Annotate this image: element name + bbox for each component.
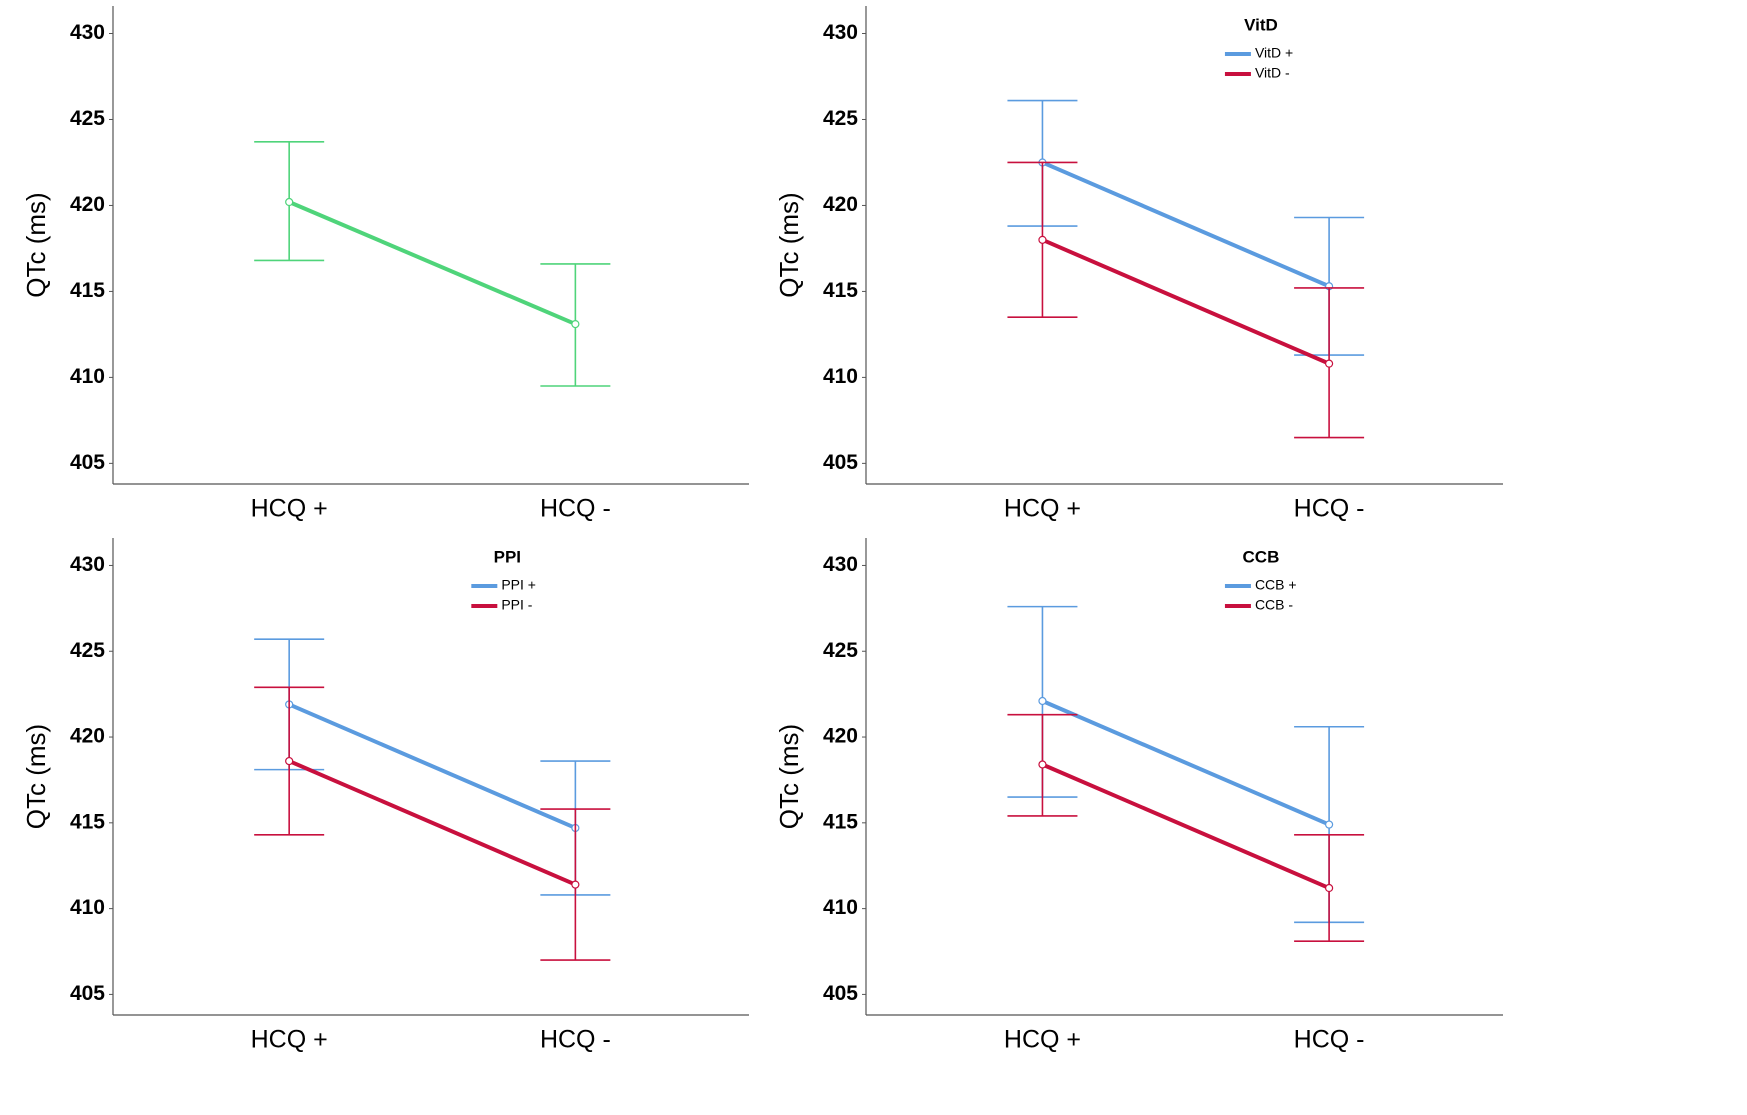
panel: 405 410 415 420 425 430 HCQ + HCQ - QTc (ms) PPI P… [21,538,749,1054]
series-line [1041,762,1330,890]
y-tick-label: 415 [70,279,105,302]
point [1038,235,1047,244]
x-tick-label: HCQ - [1294,1026,1365,1054]
series-line [1041,699,1330,827]
y-tick-label: 430 [823,21,858,44]
point [1324,883,1334,893]
y-tick-label: 405 [70,982,105,1005]
x-tick-label: HCQ + [1004,1026,1081,1054]
x-tick-label: HCQ + [251,1026,328,1054]
y-axis-label: QTc (ms) [21,192,51,297]
y-tick-label: 410 [70,896,105,919]
legend-title: PPI [494,547,521,566]
y-tick-label: 420 [823,193,858,216]
point [1324,820,1334,829]
panel: 405 410 415 420 425 430 HCQ + HCQ - QTc (ms) VitD… [774,6,1503,523]
y-tick-label: 425 [823,107,858,130]
point [1324,359,1334,368]
y-tick-label: 410 [823,365,858,388]
series-line [288,759,577,887]
y-tick-label: 430 [70,21,105,44]
panel: 405 410 415 420 425 430 HCQ + HCQ - QTc (ms) [21,6,749,523]
x-tick-label: HCQ + [251,495,328,523]
y-tick-label: 420 [70,193,105,216]
x-tick-label: HCQ - [540,495,611,523]
y-axis-label: QTc (ms) [21,724,51,829]
legend-entry: PPI + [501,577,536,593]
y-tick-label: 430 [70,553,105,576]
y-tick-label: 405 [823,982,858,1005]
legend-entry: VitD - [1255,65,1290,81]
legend-entry: PPI - [501,597,532,613]
y-axis-label: QTc (ms) [774,192,804,297]
y-tick-label: 425 [70,107,105,130]
point [1038,760,1047,769]
point [1038,696,1047,706]
x-tick-label: HCQ + [1004,495,1081,523]
legend-entry: VitD + [1255,45,1293,61]
point [571,880,580,889]
y-axis-label: QTc (ms) [774,724,804,829]
series-line [1041,160,1330,289]
x-tick-label: HCQ - [1294,495,1365,523]
series-line [288,702,577,830]
y-tick-label: 425 [70,639,105,662]
panel: 405 410 415 420 425 430 HCQ + HCQ - QTc (ms) CCB C… [774,538,1503,1054]
y-tick-label: 415 [823,279,858,302]
legend-entry: CCB + [1255,577,1297,593]
y-tick-label: 420 [70,725,105,748]
legend-title: VitD [1244,15,1278,34]
series-line [1041,238,1330,366]
point [285,197,294,207]
y-tick-label: 425 [823,639,858,662]
series-line [288,200,577,326]
point [571,319,580,329]
legend-title: CCB [1243,547,1280,566]
y-tick-label: 405 [70,451,105,474]
legend-entry: CCB - [1255,597,1293,613]
y-tick-label: 410 [70,365,105,388]
y-tick-label: 420 [823,725,858,748]
y-tick-label: 410 [823,896,858,919]
x-tick-label: HCQ - [540,1026,611,1054]
y-tick-label: 430 [823,553,858,576]
point [285,756,294,766]
y-tick-label: 415 [823,810,858,833]
y-tick-label: 415 [70,810,105,833]
y-tick-label: 405 [823,451,858,474]
